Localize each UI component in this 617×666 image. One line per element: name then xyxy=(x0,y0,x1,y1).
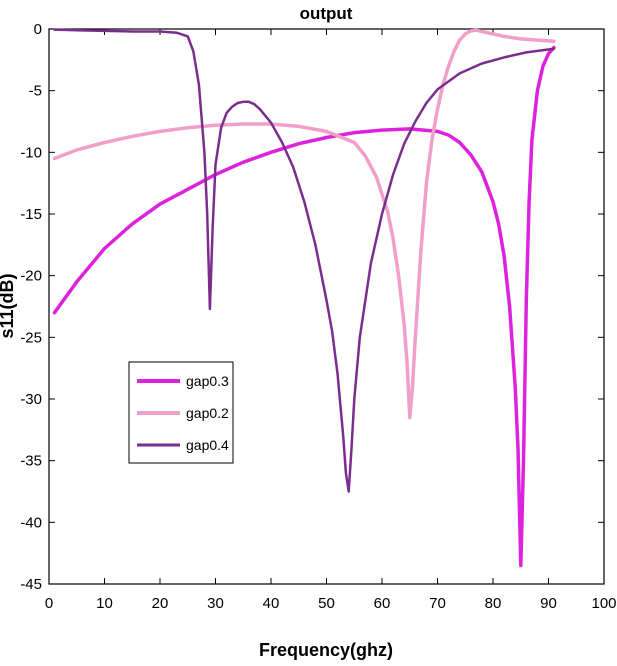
legend-label: gap0.2 xyxy=(186,405,229,421)
x-tick-label: 20 xyxy=(152,595,169,612)
y-tick-label: -20 xyxy=(20,268,42,285)
series-line-gap0.2 xyxy=(52,28,556,420)
y-tick-label: 0 xyxy=(34,21,42,38)
axis-ticks: 0 10 20 30 40 50 60 70 80 90 100 0 -5 -10 -15 -20 -25 -30… xyxy=(20,21,616,612)
x-tick-label: 10 xyxy=(96,595,113,612)
x-tick-label: 90 xyxy=(540,595,557,612)
x-axis-label: Frequency(ghz) xyxy=(259,640,393,660)
y-tick-label: -15 xyxy=(20,206,42,223)
y-axis-label: s11(dB) xyxy=(0,273,17,338)
x-tick-label: 40 xyxy=(263,595,280,612)
y-tick-label: -30 xyxy=(20,391,42,408)
y-tick-label: -40 xyxy=(20,514,42,531)
series-line-gap0.3 xyxy=(52,45,556,568)
series-lines xyxy=(52,28,556,568)
x-tick-label: 50 xyxy=(318,595,335,612)
x-tick-label: 60 xyxy=(374,595,391,612)
y-tick-label: -35 xyxy=(20,453,42,470)
x-tick-label: 100 xyxy=(591,595,616,612)
legend-label: gap0.4 xyxy=(186,437,229,453)
y-tick-label: -10 xyxy=(20,144,42,161)
y-tick-label: -25 xyxy=(20,329,42,346)
y-tick-label: -45 xyxy=(20,576,42,593)
chart-title: output xyxy=(300,4,353,23)
x-tick-label: 0 xyxy=(45,595,53,612)
x-tick-label: 80 xyxy=(485,595,502,612)
x-tick-label: 30 xyxy=(207,595,224,612)
legend-label: gap0.3 xyxy=(186,373,229,389)
series-line-gap0.4 xyxy=(53,28,556,493)
y-tick-label: -5 xyxy=(29,83,42,100)
x-tick-label: 70 xyxy=(429,595,446,612)
legend: gap0.3 gap0.2 gap0.4 xyxy=(128,361,234,464)
